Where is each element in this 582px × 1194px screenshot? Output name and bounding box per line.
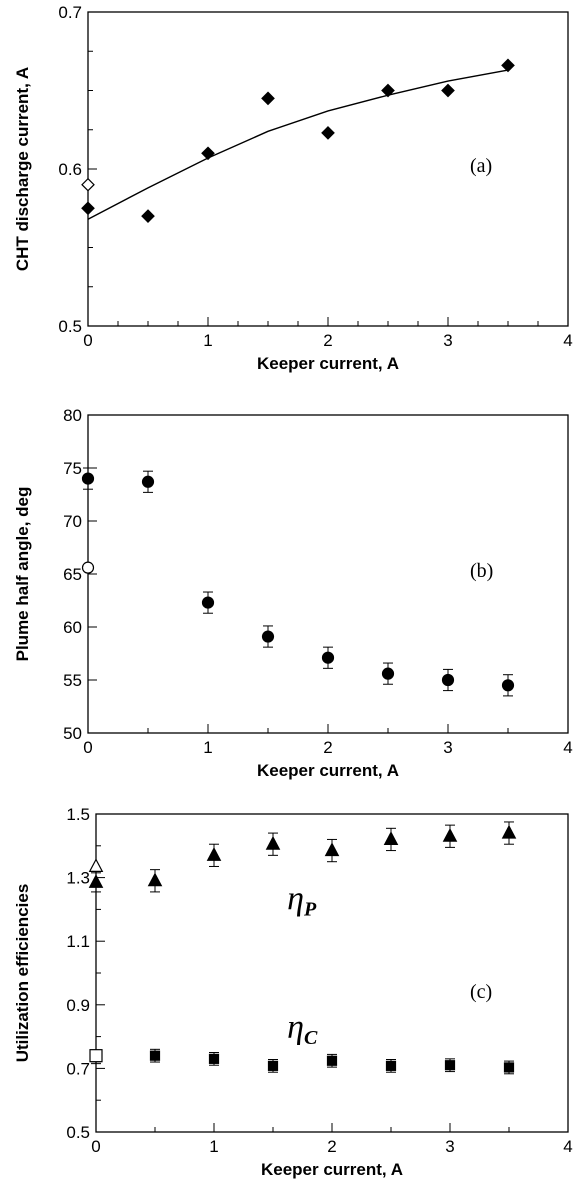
y-tick-label: 0.7	[58, 3, 82, 22]
data-point-diamond	[141, 209, 155, 223]
data-point-diamond	[501, 58, 515, 73]
y-tick-label: 65	[63, 565, 82, 584]
x-axis-title: Keeper current, A	[257, 761, 399, 780]
y-tick-label: 0.9	[66, 996, 90, 1015]
x-tick-label: 2	[327, 1137, 336, 1156]
x-tick-label: 0	[91, 1137, 100, 1156]
plot-frame	[87, 414, 569, 734]
data-point-triangle	[383, 831, 399, 845]
x-tick-label: 2	[323, 331, 332, 350]
data-point-triangle	[501, 824, 517, 839]
y-tick-label: 55	[63, 671, 82, 690]
x-tick-label: 3	[443, 331, 452, 350]
y-tick-label: 0.5	[58, 317, 82, 336]
series-annotation: ηC	[287, 1009, 318, 1049]
panel-label: (a)	[470, 155, 492, 177]
y-tick-label: 1.5	[66, 805, 90, 824]
data-point-triangle	[206, 847, 222, 861]
data-point-open-diamond	[81, 177, 95, 192]
panel-c-chart: 0 1 2 3 4 0.5 0.7 0.9 1.1 1.3 1.5 Keeper current, A…	[13, 805, 573, 1179]
x-tick-label: 3	[443, 738, 452, 757]
panel-label: (c)	[470, 981, 492, 1003]
y-tick-label: 70	[63, 512, 82, 531]
data-point-square	[385, 1060, 397, 1071]
y-axis-title: Plume half angle, deg	[13, 487, 32, 662]
data-point-square	[208, 1053, 220, 1064]
panel-label: (b)	[470, 560, 493, 582]
data-point-diamond	[381, 83, 395, 98]
x-tick-label: 1	[203, 331, 212, 350]
series-annotation: ηP	[287, 880, 317, 920]
y-tick-label: 60	[63, 618, 82, 637]
data-point-diamond	[321, 126, 335, 140]
x-tick-label: 4	[563, 1137, 572, 1156]
data-point-diamond	[81, 201, 95, 216]
x-tick-label: 1	[203, 738, 212, 757]
data-point-circle	[501, 679, 515, 692]
data-point-circle	[81, 472, 95, 485]
data-point-open-square	[89, 1049, 103, 1063]
panel-b-chart: 0 1 2 3 4 50 55 60 65 70 75 80 Keeper current, A Plum…	[13, 406, 573, 780]
y-tick-label: 0.6	[58, 160, 82, 179]
x-tick-label: 0	[83, 738, 92, 757]
y-tick-label: 1.1	[66, 932, 90, 951]
data-point-square	[444, 1060, 456, 1071]
data-point-triangle	[147, 872, 163, 887]
y-axis-title: CHT discharge current, A	[13, 67, 32, 271]
data-point-diamond	[261, 91, 275, 106]
data-point-square	[503, 1062, 515, 1073]
y-tick-label: 75	[63, 459, 82, 478]
data-point-open-triangle	[88, 858, 104, 872]
data-point-diamond	[441, 83, 455, 98]
x-axis-title: Keeper current, A	[261, 1160, 403, 1179]
data-point-circle	[261, 630, 275, 643]
y-tick-label: 80	[63, 406, 82, 425]
x-axis-title: Keeper current, A	[257, 354, 399, 373]
data-point-circle	[141, 475, 155, 488]
y-tick-label: 50	[63, 724, 82, 743]
x-tick-label: 1	[209, 1137, 218, 1156]
y-axis-title: Utilization efficiencies	[13, 884, 32, 1063]
data-point-triangle	[265, 835, 281, 850]
x-tick-label: 0	[83, 331, 92, 350]
y-tick-label: 0.7	[66, 1059, 90, 1078]
data-point-triangle	[88, 874, 104, 888]
x-tick-label: 3	[445, 1137, 454, 1156]
data-point-square	[326, 1055, 338, 1066]
data-point-circle	[321, 651, 335, 664]
data-point-open-circle	[81, 561, 95, 574]
fit-curve	[87, 69, 509, 220]
data-point-square	[267, 1060, 279, 1071]
data-point-triangle	[324, 842, 340, 857]
data-point-circle	[201, 596, 215, 609]
y-tick-label: 1.3	[66, 869, 90, 888]
data-point-circle	[381, 667, 395, 680]
plot-frame	[87, 11, 569, 327]
data-point-circle	[441, 673, 455, 687]
x-tick-label: 4	[563, 738, 572, 757]
x-tick-label: 4	[563, 331, 572, 350]
x-tick-label: 2	[323, 738, 332, 757]
data-point-triangle	[442, 827, 458, 842]
panel-a-chart: 0 1 2 3 4 0.5 0.6 0.7 Keeper current, A CHT disch…	[13, 3, 573, 373]
y-tick-label: 0.5	[66, 1123, 90, 1142]
data-point-square	[149, 1050, 161, 1061]
